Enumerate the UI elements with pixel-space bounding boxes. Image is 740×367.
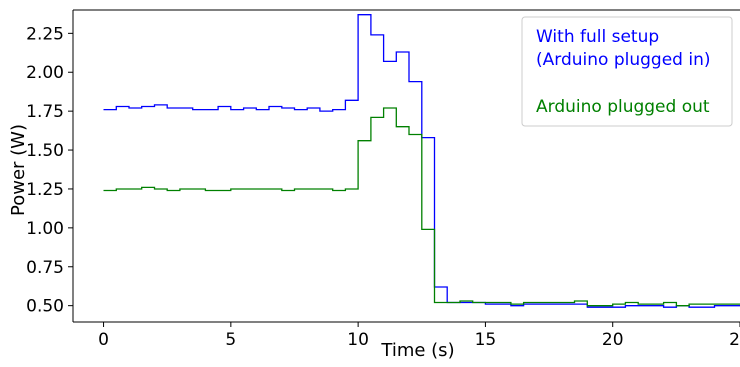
y-tick-label: 1.50 [26, 141, 64, 161]
x-tick-label: 5 [225, 330, 236, 350]
y-tick-label: 1.00 [26, 219, 64, 239]
x-tick-label: 20 [602, 330, 624, 350]
y-tick-label: 1.25 [26, 180, 64, 200]
y-axis-label: Power (W) [8, 124, 29, 216]
y-tick-label: 1.75 [26, 102, 64, 122]
x-axis-label: Time (s) [380, 340, 454, 361]
y-tick-label: 0.75 [26, 258, 64, 278]
x-tick-label: 10 [347, 330, 369, 350]
legend-entry-arduino-out: Arduino plugged out [536, 97, 710, 117]
x-tick-label: 25 [729, 330, 740, 350]
x-tick-label: 0 [98, 330, 109, 350]
y-tick-label: 0.50 [26, 297, 64, 317]
x-tick-label: 15 [475, 330, 497, 350]
y-tick-label: 2.00 [26, 63, 64, 83]
y-tick-label: 2.25 [26, 24, 64, 44]
legend: With full setup(Arduino plugged in) Ardu… [522, 17, 732, 126]
